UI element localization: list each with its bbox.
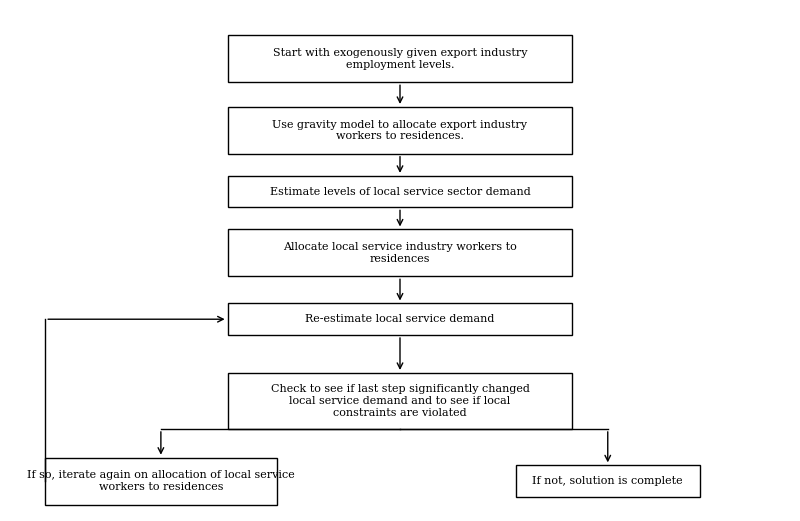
- FancyBboxPatch shape: [46, 457, 277, 504]
- Text: Use gravity model to allocate export industry
workers to residences.: Use gravity model to allocate export ind…: [273, 119, 527, 141]
- Text: Allocate local service industry workers to
residences: Allocate local service industry workers …: [283, 242, 517, 264]
- FancyBboxPatch shape: [227, 35, 573, 82]
- Text: Check to see if last step significantly changed
local service demand and to see : Check to see if last step significantly …: [270, 384, 530, 417]
- Text: Re-estimate local service demand: Re-estimate local service demand: [306, 314, 494, 324]
- FancyBboxPatch shape: [516, 465, 700, 497]
- FancyBboxPatch shape: [227, 373, 573, 429]
- Text: Start with exogenously given export industry
employment levels.: Start with exogenously given export indu…: [273, 48, 527, 70]
- FancyBboxPatch shape: [227, 176, 573, 207]
- Text: Estimate levels of local service sector demand: Estimate levels of local service sector …: [270, 187, 530, 196]
- FancyBboxPatch shape: [227, 229, 573, 276]
- FancyBboxPatch shape: [227, 107, 573, 154]
- FancyBboxPatch shape: [227, 303, 573, 335]
- Text: If so, iterate again on allocation of local service
workers to residences: If so, iterate again on allocation of lo…: [27, 470, 294, 492]
- Text: If not, solution is complete: If not, solution is complete: [533, 476, 683, 486]
